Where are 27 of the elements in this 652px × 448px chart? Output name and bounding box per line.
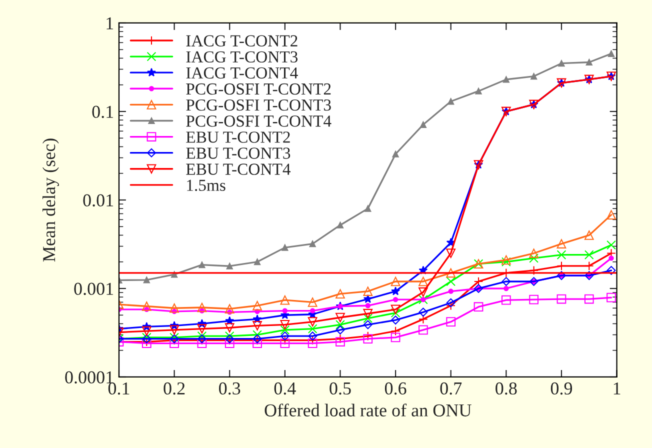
x-tick-label: 0.9 bbox=[550, 382, 572, 395]
legend-label: IACG T-CONT2 bbox=[186, 35, 298, 46]
y-tick-label: 0.001 bbox=[74, 282, 114, 296]
legend-label: PCG-OSFI T-CONT3 bbox=[186, 99, 331, 111]
x-tick-label: 0.3 bbox=[219, 382, 240, 395]
x-tick-label: 0.1 bbox=[108, 382, 130, 395]
legend-label: IACG T-CONT3 bbox=[186, 51, 298, 63]
legend-label: EBU T-CONT2 bbox=[186, 132, 290, 143]
legend-label: EBU T-CONT4 bbox=[186, 164, 291, 175]
y-tick-label: 0.0001 bbox=[65, 371, 114, 384]
x-tick-label: 0.5 bbox=[330, 382, 351, 395]
x-tick-label: 0.8 bbox=[496, 382, 517, 395]
x-tick-label: 0.7 bbox=[440, 382, 462, 395]
legend-label: PCG-OSFI T-CONT2 bbox=[186, 83, 331, 95]
y-axis-title: Mean delay (sec) bbox=[42, 138, 59, 262]
x-tick-label: 0.2 bbox=[164, 382, 185, 395]
legend-label: PCG-OSFI T-CONT4 bbox=[186, 116, 332, 127]
x-tick-label: 0.4 bbox=[274, 382, 296, 395]
x-tick-label: 1 bbox=[614, 382, 620, 394]
x-axis-title: Offered load rate of an ONU bbox=[264, 404, 472, 416]
y-tick-label: 1 bbox=[106, 17, 114, 30]
y-tick-label: 0.1 bbox=[92, 106, 114, 118]
x-tick-label: 0.6 bbox=[384, 382, 406, 395]
legend-label: IACG T-CONT4 bbox=[186, 67, 298, 79]
legend-label: 1.5ms bbox=[187, 180, 226, 191]
y-tick-label: 0.01 bbox=[83, 194, 114, 207]
legend-label: EBU T-CONT3 bbox=[186, 148, 290, 159]
